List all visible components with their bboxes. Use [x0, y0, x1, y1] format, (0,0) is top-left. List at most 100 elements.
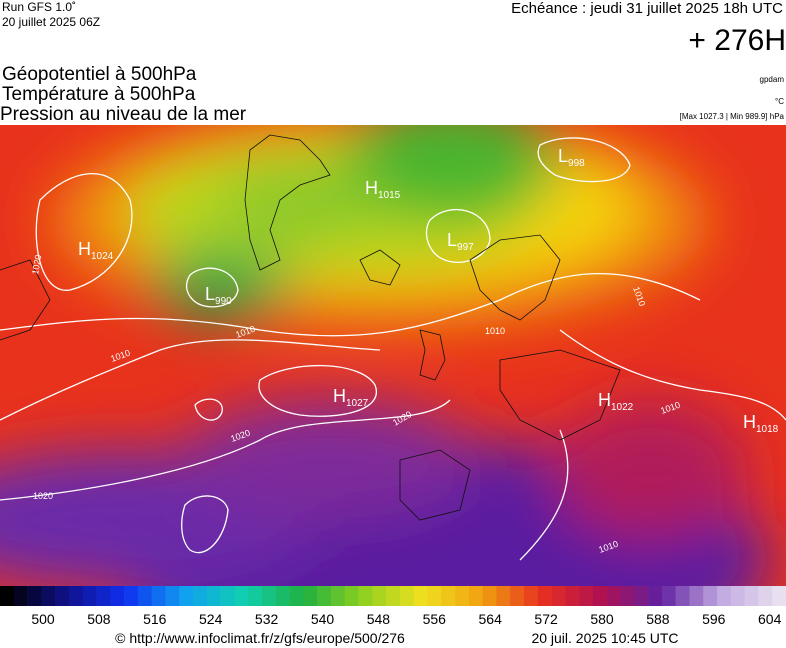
colorbar-swatch [399, 586, 414, 606]
colorbar-swatch [661, 586, 676, 606]
colorbar-tick-label: 516 [143, 611, 167, 627]
center-symbol: L [447, 230, 457, 250]
colorbar-swatch [482, 586, 497, 606]
colorbar-swatch [592, 586, 608, 606]
colorbar-swatch [151, 586, 166, 606]
colorbar-tick-label: 572 [534, 611, 558, 627]
colorbar-tick-label: 564 [479, 611, 503, 627]
colorbar-swatch [234, 586, 249, 606]
map [0, 125, 786, 586]
run-date: 20 juillet 2025 06Z [2, 15, 100, 29]
center-value: 1022 [611, 402, 634, 413]
colorbar-swatch [427, 586, 442, 606]
colorbar-tick-label: 580 [590, 611, 614, 627]
center-value: 990 [215, 296, 232, 307]
colorbar-swatch [689, 586, 704, 606]
colorbar-swatch [703, 586, 718, 606]
colorbar-swatch [606, 586, 621, 606]
colorbar-swatch [344, 586, 359, 606]
colorbar-swatch [441, 586, 456, 606]
colorbar-swatch [206, 586, 221, 606]
valid-time: Echéance : jeudi 31 juillet 2025 18h UTC [511, 0, 783, 17]
colorbar-swatch [758, 586, 773, 606]
colorbar-swatch [96, 586, 111, 606]
colorbar-tick-label: 556 [423, 611, 447, 627]
colorbar-swatch [275, 586, 290, 606]
pressure-center: L998 [558, 146, 585, 169]
unit-geopotential: gpdam [760, 75, 785, 84]
colorbar-swatch [55, 586, 70, 606]
colorbar-swatch [579, 586, 594, 606]
colorbar-tick-label: 500 [31, 611, 55, 627]
colorbar-swatch [358, 586, 373, 606]
colorbar-swatch [317, 586, 332, 606]
colorbar-swatch [303, 586, 318, 606]
colorbar-swatch [730, 586, 745, 606]
colorbar-swatch [551, 586, 566, 606]
isobar-label: 1020 [33, 491, 53, 501]
colorbar-tick-label: 508 [87, 611, 111, 627]
pressure-center: L990 [205, 284, 232, 307]
colorbar-swatch [0, 586, 15, 606]
pressure-center: H1022 [598, 390, 634, 413]
center-symbol: L [205, 284, 215, 304]
colorbar-swatch [110, 586, 125, 606]
colorbar-swatch [634, 586, 649, 606]
colorbar-swatch [179, 586, 194, 606]
colorbar-swatch [675, 586, 690, 606]
unit-pressure: [Max 1027.3 | Min 989.9] hPa [680, 112, 785, 121]
colorbar-tick-label: 548 [367, 611, 391, 627]
colorbar-swatch [717, 586, 732, 606]
isobar-label: 1010 [485, 326, 505, 336]
center-symbol: H [743, 412, 756, 432]
colorbar-tick-label: 596 [702, 611, 726, 627]
colorbar-swatch [262, 586, 277, 606]
colorbar-swatch [455, 586, 470, 606]
isobars [0, 137, 786, 561]
pressure-center: H1027 [333, 386, 369, 409]
unit-temperature: °C [775, 97, 784, 106]
coastlines [0, 134, 621, 521]
center-value: 1024 [91, 251, 114, 262]
colorbar-swatch [27, 586, 42, 606]
colorbar-swatch [289, 586, 304, 606]
colorbar-swatch [496, 586, 511, 606]
center-value: 997 [457, 242, 474, 253]
colorbar-swatch [772, 586, 786, 606]
colorbar-swatch [468, 586, 483, 606]
colorbar-swatch [330, 586, 346, 606]
pressure-center: L997 [447, 230, 474, 253]
colorbar-swatch [537, 586, 552, 606]
pressure-center: H1018 [743, 412, 779, 435]
colorbar-swatch [648, 586, 663, 606]
center-symbol: H [598, 390, 611, 410]
colorbar-swatch [137, 586, 152, 606]
pressure-center: H1015 [365, 178, 401, 201]
colorbar-swatch [413, 586, 428, 606]
colorbar-swatch [68, 586, 84, 606]
colorbar-swatch [386, 586, 401, 606]
colorbar-tick-label: 604 [758, 611, 782, 627]
colorbar-swatch [248, 586, 263, 606]
colorbar-swatch [744, 586, 759, 606]
lead-time: + 276H [688, 24, 786, 57]
render-date: 20 juil. 2025 10:45 UTC [531, 630, 678, 646]
source-url: © http://www.infoclimat.fr/z/gfs/europe/… [115, 630, 405, 646]
colorbar-swatch [165, 586, 180, 606]
title-pressure: Pression au niveau de la mer [0, 104, 247, 125]
center-value: 1018 [756, 424, 779, 435]
center-symbol: L [558, 146, 568, 166]
colorbar-tick-label: 540 [311, 611, 335, 627]
colorbar-swatch [524, 586, 539, 606]
pressure-center: H1024 [78, 239, 114, 262]
colorbar-swatch [510, 586, 525, 606]
colorbar-swatch [565, 586, 580, 606]
center-value: 1027 [346, 398, 369, 409]
colorbar-swatch [41, 586, 56, 606]
colorbar-swatch [220, 586, 235, 606]
colorbar-tick-label: 532 [255, 611, 279, 627]
colorbar-tick-label: 524 [199, 611, 223, 627]
title-temperature: Température à 500hPa [2, 84, 196, 105]
colorbar-swatch [124, 586, 139, 606]
